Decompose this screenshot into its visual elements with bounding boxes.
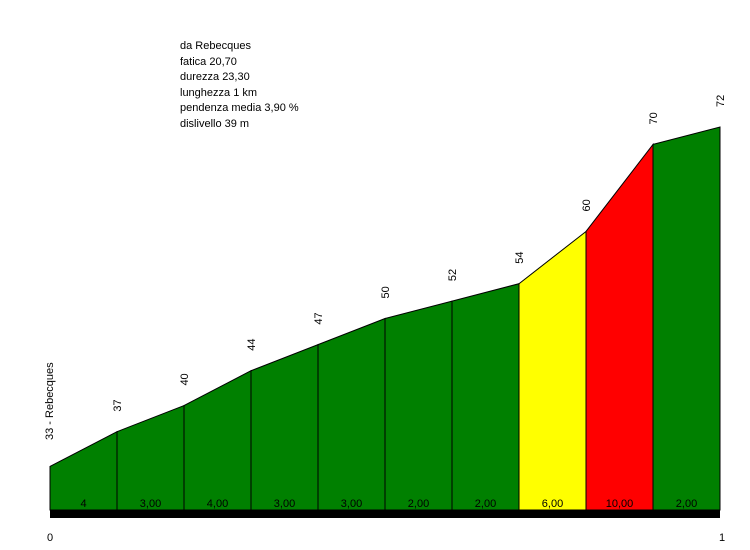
altitude-label: 50 [380,286,392,298]
x-start-label: 0 [47,532,53,544]
lunghezza-text: lunghezza 1 km [180,86,258,99]
gradient-label: 2,00 [676,498,697,510]
altitude-label: 44 [246,338,258,350]
profile-segment [250,343,319,511]
profile-segments [49,126,721,511]
gradient-label: 4 [80,498,86,510]
gradient-label: 3,00 [274,498,295,510]
altitude-label: 40 [179,373,191,385]
dislivello-text: dislivello 39 m [180,117,250,130]
climb-info: da Rebecques fatica 20,70 durezza 23,30 … [180,39,299,132]
profile-segment [317,317,386,511]
gradient-label: 3,00 [140,498,161,510]
distance-axis-bar [50,510,720,518]
altitude-label: 54 [514,251,526,263]
altitude-labels: 37 40 44 47 50 52 54 60 70 72 [112,95,727,412]
altitude-label: 60 [581,199,593,211]
altitude-label: 37 [112,399,124,411]
gradient-label: 2,00 [408,498,429,510]
gradient-label: 2,00 [475,498,496,510]
gradient-label: 4,00 [207,498,228,510]
gradient-label: 6,00 [542,498,563,510]
profile-segment [451,283,520,511]
altitude-label: 72 [715,95,727,107]
profile-segment [183,369,252,511]
altitude-label: 47 [313,312,325,324]
gradient-label: 3,00 [341,498,362,510]
start-altitude-label: 33 - Rebecques [44,362,56,440]
fatica-text: fatica 20,70 [180,55,237,68]
altitude-label: 70 [648,112,660,124]
profile-segment [116,404,185,511]
start-point-text: da Rebecques [180,40,251,52]
profile-segment [384,300,453,511]
profile-segment [652,126,721,511]
profile-segment [585,142,654,511]
altitude-label: 52 [447,269,459,281]
pendenza-text: pendenza media 3,90 % [180,102,299,114]
x-end-label: 1 [719,532,725,544]
gradient-label: 10,00 [606,498,634,510]
gradient-labels: 4 3,00 4,00 3,00 3,00 2,00 2,00 6,00 10,00 2,00 [80,498,697,510]
profile-segment [518,230,587,511]
durezza-text: durezza 23,30 [180,71,250,83]
